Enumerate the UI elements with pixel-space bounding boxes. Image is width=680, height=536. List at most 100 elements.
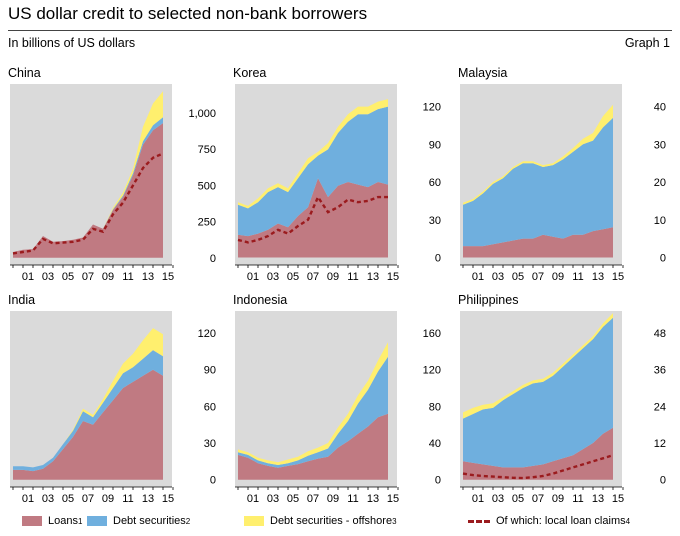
x-tick-label-india: 13 — [142, 493, 154, 505]
x-tick-label-philippines: 11 — [572, 493, 583, 505]
area-debt-securities-indonesia — [238, 356, 388, 468]
y-tick-label-india: 60 — [204, 401, 216, 413]
area-loans-indonesia — [238, 413, 388, 480]
x-tick-label-philippines: 09 — [552, 493, 564, 505]
panel-title-malaysia: Malaysia — [458, 66, 507, 80]
y-tick-label-malaysia: 10 — [654, 215, 666, 227]
x-tick-label-indonesia: 05 — [287, 493, 299, 505]
y-tick-label-india: 30 — [204, 438, 216, 450]
legend-loans: Loans 1 — [22, 515, 82, 527]
area-loans-china — [13, 123, 163, 258]
x-tick-label-india: 03 — [42, 493, 54, 505]
legend-offshore-swatch — [244, 516, 264, 526]
legend-local-note: 4 — [625, 516, 631, 526]
legend-loans-label: Loans — [48, 515, 78, 527]
x-tick-label-india: 09 — [102, 493, 114, 505]
x-tick-label-malaysia: 13 — [592, 271, 604, 283]
legend-local: Of which: local loan claims 4 — [468, 515, 630, 527]
legend-local-swatch — [468, 519, 490, 523]
y-tick-label-malaysia: 30 — [654, 139, 666, 151]
y-tick-label-india: 90 — [204, 365, 216, 377]
x-tick-label-philippines: 05 — [512, 493, 524, 505]
area-debt-securities-philippines — [463, 317, 613, 468]
x-tick-label-china: 09 — [102, 271, 114, 283]
legend-offshore-note: 3 — [392, 516, 397, 526]
line-local-loan-claims-china — [12, 152, 164, 255]
x-tick-label-korea: 15 — [387, 271, 399, 283]
panel-title-india: India — [8, 293, 35, 307]
area-debt-securities-offshore-korea — [238, 99, 388, 209]
area-debt-securities-korea — [238, 106, 388, 237]
y-tick-label-korea: 0 — [435, 252, 441, 264]
y-tick-label-malaysia: 0 — [660, 252, 666, 264]
area-debt-securities-offshore-philippines — [463, 313, 613, 419]
panel-title-china: China — [8, 66, 41, 80]
y-tick-label-indonesia: 120 — [423, 365, 441, 377]
legend-local-label: Of which: local loan claims — [496, 515, 626, 527]
y-tick-label-indonesia: 160 — [423, 328, 441, 340]
x-tick-label-malaysia: 09 — [552, 271, 564, 283]
y-tick-label-indonesia: 40 — [429, 438, 441, 450]
panel-title-indonesia: Indonesia — [233, 293, 287, 307]
title-rule — [8, 30, 672, 31]
chart-subtitle: In billions of US dollars — [8, 36, 136, 50]
x-tick-label-china: 03 — [42, 271, 54, 283]
x-tick-label-china: 13 — [142, 271, 154, 283]
x-tick-label-philippines: 07 — [532, 493, 544, 505]
area-debt-securities-india — [13, 350, 163, 472]
x-tick-label-korea: 03 — [267, 271, 279, 283]
y-tick-label-malaysia: 20 — [654, 177, 666, 189]
x-tick-label-korea: 01 — [247, 271, 259, 283]
legend-offshore: Debt securities - offshore 3 — [244, 515, 397, 527]
area-debt-securities-offshore-indonesia — [238, 342, 388, 465]
y-tick-label-korea: 60 — [429, 177, 441, 189]
x-tick-label-malaysia: 07 — [532, 271, 544, 283]
y-tick-label-korea: 90 — [429, 139, 441, 151]
legend-debt-note: 2 — [185, 516, 191, 526]
x-tick-label-india: 05 — [62, 493, 74, 505]
chart-title: US dollar credit to selected non-bank bo… — [8, 4, 368, 23]
x-tick-label-indonesia: 13 — [367, 493, 379, 505]
x-tick-label-philippines: 13 — [592, 493, 604, 505]
area-debt-securities-offshore-india — [13, 328, 163, 468]
area-debt-securities-offshore-china — [13, 91, 163, 252]
x-tick-label-china: 11 — [122, 271, 133, 283]
y-tick-label-india: 120 — [198, 328, 216, 340]
y-tick-label-malaysia: 40 — [654, 102, 666, 114]
area-debt-securities-malaysia — [463, 117, 613, 247]
x-tick-label-malaysia: 11 — [572, 271, 583, 283]
y-tick-label-korea: 30 — [429, 215, 441, 227]
legend-offshore-label: Debt securities - offshore — [270, 515, 393, 527]
x-tick-label-malaysia: 15 — [612, 271, 624, 283]
x-tick-label-china: 01 — [22, 271, 34, 283]
x-tick-label-indonesia: 15 — [387, 493, 399, 505]
legend-loans-note: 1 — [77, 516, 83, 526]
legend-loans-swatch — [22, 516, 42, 526]
x-tick-label-india: 07 — [82, 493, 94, 505]
x-tick-label-india: 15 — [162, 493, 174, 505]
legend-debt: Debt securities 2 — [87, 515, 190, 527]
x-tick-label-malaysia: 03 — [492, 271, 504, 283]
x-tick-label-china: 05 — [62, 271, 74, 283]
x-tick-label-indonesia: 07 — [307, 493, 319, 505]
y-tick-label-philippines: 24 — [654, 401, 666, 413]
line-local-loan-claims-philippines — [462, 454, 614, 480]
y-tick-label-philippines: 36 — [654, 365, 666, 377]
y-tick-label-philippines: 0 — [660, 475, 666, 487]
area-debt-securities-offshore-malaysia — [463, 104, 613, 205]
x-tick-label-china: 15 — [162, 271, 174, 283]
x-tick-label-indonesia: 01 — [247, 493, 259, 505]
x-tick-label-india: 01 — [22, 493, 34, 505]
y-tick-label-china: 500 — [198, 180, 216, 192]
x-tick-label-malaysia: 05 — [512, 271, 524, 283]
y-tick-label-china: 0 — [210, 253, 216, 265]
graph-label: Graph 1 — [624, 36, 670, 50]
x-tick-label-china: 07 — [82, 271, 94, 283]
y-tick-label-korea: 120 — [423, 102, 441, 114]
x-tick-label-indonesia: 11 — [347, 493, 358, 505]
x-tick-label-malaysia: 01 — [472, 271, 484, 283]
area-loans-malaysia — [463, 227, 613, 258]
legend-debt-swatch — [87, 516, 107, 526]
y-tick-label-indonesia: 0 — [435, 475, 441, 487]
